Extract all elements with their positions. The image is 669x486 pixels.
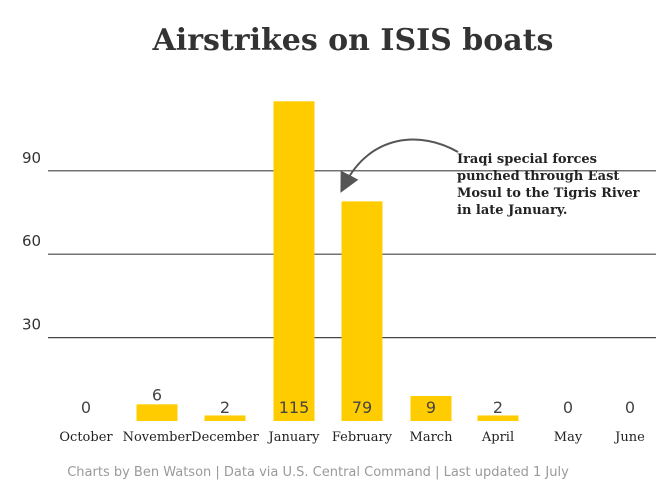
annotation-line: Iraqi special forces [457, 152, 597, 167]
x-tick-label: February [332, 430, 393, 445]
data-label: 6 [152, 385, 162, 404]
y-tick-label: 30 [22, 316, 41, 334]
x-tick-label: December [191, 430, 259, 445]
bar [273, 101, 315, 422]
bar [410, 395, 452, 421]
data-label: 79 [352, 398, 372, 417]
annotation: Iraqi special forces punched through East… [457, 152, 640, 218]
x-tick-label: May [554, 430, 583, 445]
bar [136, 404, 178, 421]
annotation-line: punched through East [457, 169, 619, 184]
bar [341, 201, 383, 421]
data-label: 2 [493, 398, 503, 417]
x-tick-label: November [123, 430, 193, 445]
annotation-line: Mosul to the Tigris River [457, 186, 640, 201]
chart-title: Airstrikes on ISIS boats [152, 23, 554, 58]
x-tick-label: June [613, 430, 645, 445]
bar [477, 415, 519, 421]
y-tick-label: 90 [22, 149, 41, 167]
x-tick-label: April [481, 430, 514, 445]
data-label: 0 [81, 398, 91, 417]
annotation-arrow [340, 138, 459, 193]
chart-footer: Charts by Ben Watson | Data via U.S. Cen… [67, 465, 569, 480]
x-tick-label: January [266, 430, 320, 445]
bar [204, 415, 246, 421]
data-label: 0 [625, 398, 635, 417]
data-label: 9 [426, 398, 436, 417]
x-tick-label: March [410, 430, 454, 445]
data-label: 2 [220, 398, 230, 417]
data-label: 0 [563, 398, 573, 417]
y-tick-label: 60 [22, 232, 41, 250]
data-label: 115 [279, 398, 310, 417]
x-tick-label: October [59, 430, 113, 445]
annotation-line: in late January. [457, 203, 567, 218]
